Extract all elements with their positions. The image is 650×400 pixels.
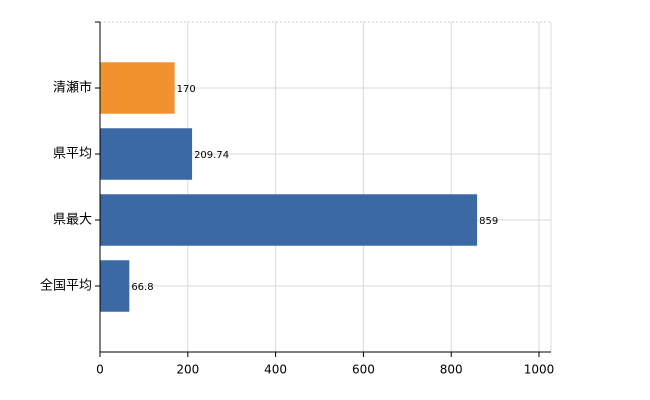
value-label: 859 bbox=[479, 216, 498, 227]
y-tick-label: 県最大 bbox=[53, 213, 92, 228]
x-tick-label: 200 bbox=[176, 363, 199, 377]
bar bbox=[100, 128, 193, 180]
x-tick-label: 600 bbox=[352, 363, 375, 377]
x-tick-label: 1000 bbox=[524, 363, 555, 377]
x-tick-label: 0 bbox=[96, 363, 104, 377]
value-label: 170 bbox=[177, 84, 196, 95]
value-label: 209.74 bbox=[194, 150, 229, 161]
x-tick-label: 400 bbox=[264, 363, 287, 377]
bar bbox=[100, 62, 175, 114]
x-tick-label: 800 bbox=[440, 363, 463, 377]
bar bbox=[100, 260, 130, 312]
y-tick-label: 全国平均 bbox=[40, 278, 92, 294]
y-tick-label: 県平均 bbox=[53, 147, 92, 162]
bar bbox=[100, 194, 478, 246]
value-label: 66.8 bbox=[131, 282, 153, 293]
y-tick-label: 清瀬市 bbox=[53, 80, 92, 96]
